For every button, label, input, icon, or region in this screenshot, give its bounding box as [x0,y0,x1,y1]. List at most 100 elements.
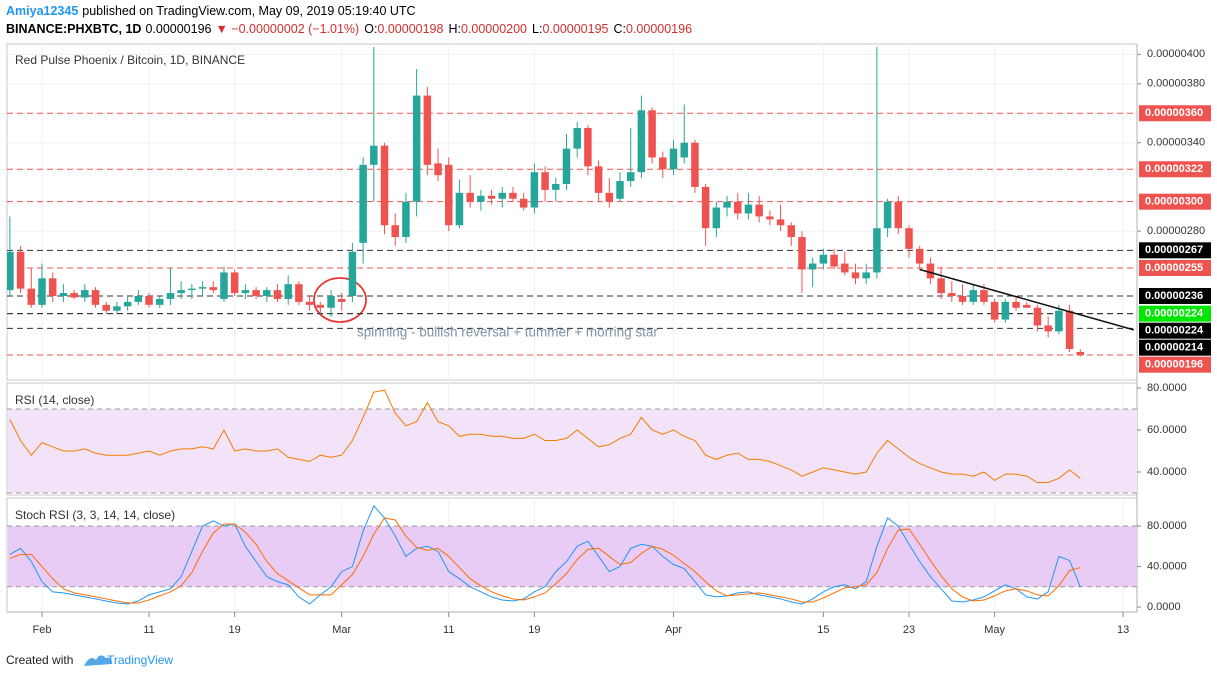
candle-body [252,290,260,296]
y-tick-label: 0.00000340 [1147,137,1205,149]
panel-title: RSI (14, close) [15,393,94,407]
candle-body [1076,352,1085,355]
candle-body [883,201,892,229]
candle-body [584,128,592,167]
candle-body [305,301,314,305]
candle-body [766,216,774,220]
candle-body [659,157,667,170]
candle-body [926,263,935,279]
candle-body [1012,301,1020,308]
candle-body [16,251,25,289]
candle-body [712,207,721,229]
level-label-bg [1139,105,1211,122]
indicator-line [9,517,1081,604]
candle-body [359,164,367,243]
candle-body [102,304,110,311]
y-tick-label: 40.0000 [1147,560,1187,572]
author: Amiya12345 [6,4,78,18]
level-label: 0.00000322 [1145,163,1203,175]
hand-drawn-circle [313,277,367,323]
candle-body [48,278,57,296]
candle-body [969,290,977,302]
candle-body [145,296,153,305]
candle-body [70,293,78,298]
ohlc-value: 0.00000200 [461,22,527,36]
candle-body [680,142,688,158]
candle-body [905,228,913,249]
candle-body [1023,304,1031,308]
candle-body [937,278,945,294]
indicator-line [9,389,1081,484]
candle-body [166,293,175,299]
candle-body [1033,307,1042,326]
header-line: Amiya12345 published on TradingView.com, … [6,4,416,18]
candle-body [370,145,378,165]
change: ▼ −0.00000002 (−1.01%) [215,22,359,36]
y-tick-label: 0.00000280 [1147,225,1205,237]
candle-body [819,254,828,264]
level-label-bg [1139,260,1211,276]
y-tick-label: 0.00000380 [1147,78,1205,90]
level-label-bg [1139,305,1211,322]
candle-body [230,272,239,294]
y-tick-label: 0.0000 [1147,601,1181,613]
candle-body [412,95,421,202]
candle-body [1055,310,1063,332]
candle-body [444,164,453,226]
candle-body [637,110,646,173]
candle-body [1001,301,1010,320]
candle-body [188,288,196,291]
candle-body [519,198,528,208]
candle-body [263,290,271,296]
y-tick-label: 0.00000400 [1147,48,1205,60]
footer: Created with [6,653,73,667]
footer-brand: TradingView [107,653,173,667]
candle-body [391,225,399,238]
level-label: 0.00000300 [1145,196,1203,208]
y-tick-label: 60.0000 [1147,424,1187,436]
candle-body [123,301,132,307]
candle-body [776,219,785,226]
y-tick-label: 80.0000 [1147,520,1187,532]
level-label: 0.00000214 [1145,342,1204,354]
candle-body [27,288,36,305]
level-label: 0.00000224 [1145,325,1204,337]
indicator-line [9,504,1081,605]
candle-body [380,145,389,226]
candle-body [434,163,442,176]
candle-body [573,128,581,149]
logo [84,655,112,666]
candle-body [894,201,903,229]
ohlc-label: O: [364,22,377,36]
candle-body [295,284,303,302]
candle-body [348,251,357,296]
ohlc-label: L: [532,22,542,36]
candle-body [873,228,881,273]
chart-title: Red Pulse Phoenix / Bitcoin, 1D, BINANCE [15,53,245,67]
candle-body [841,263,849,273]
candle-body [862,272,870,279]
candle-body [316,304,325,308]
candle-body [648,110,656,158]
x-tick-label: May [984,624,1005,636]
header-line: BINANCE:PHXBTC, 1D 0.00000196 ▼ −0.0000000… [6,22,692,36]
level-label-bg [1139,161,1211,178]
candle-body [808,263,817,270]
candle-body [787,225,796,238]
candle-body [530,172,539,208]
candle-body [958,296,967,302]
level-label-bg [1139,339,1211,356]
x-tick-label: 19 [528,624,540,636]
candle-body [487,195,496,199]
candle-body [798,237,806,270]
candle-body [38,278,46,305]
candle-body [541,172,549,190]
candle-body [91,290,100,305]
candle-body [209,287,218,291]
candle-body [948,293,956,296]
candle-body [241,290,250,294]
candle-body [509,192,517,199]
candle-body [990,301,999,320]
candle-body [1044,325,1052,332]
